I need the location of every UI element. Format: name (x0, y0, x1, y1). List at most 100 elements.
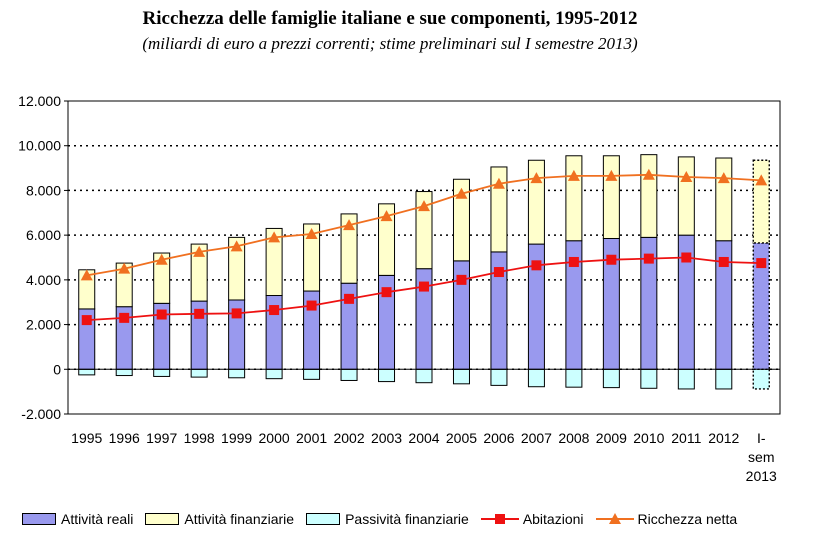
bar-financial-assets (340, 213, 358, 284)
bar-financial-assets (677, 156, 695, 236)
legend-label-liabilities: Passività finanziarie (345, 511, 469, 527)
x-tick-label: 2010 (633, 430, 664, 446)
y-tick-label: 12.000 (18, 93, 61, 109)
point-housing (456, 274, 467, 285)
bar-financial-assets (452, 178, 470, 262)
legend-item-liabilities: Passività finanziarie (306, 511, 469, 527)
bar-liabilities (303, 368, 321, 380)
bar-financial-assets (565, 155, 583, 242)
point-net-wealth (118, 262, 131, 274)
bar-liabilities (153, 368, 171, 377)
legend-item-real-assets: Attività reali (22, 511, 133, 527)
bar-financial-assets (715, 157, 733, 242)
legend-label-net-wealth: Ricchezza netta (637, 511, 738, 527)
legend-swatch-financial-assets (145, 513, 180, 525)
bar-financial-assets (303, 223, 321, 292)
point-housing (756, 258, 767, 269)
point-net-wealth (268, 231, 281, 243)
x-tick-label: 2000 (259, 430, 290, 446)
y-tick-label: 0 (53, 361, 61, 377)
bar-liabilities (378, 368, 396, 383)
legend-item-housing: Abitazioni (480, 511, 584, 527)
legend-key-net-wealth (595, 512, 634, 526)
point-net-wealth (455, 187, 468, 199)
point-housing (718, 256, 729, 267)
x-tick-label: 2012 (708, 430, 739, 446)
x-tick-label: 2005 (446, 430, 477, 446)
point-housing (344, 293, 355, 304)
x-tick-label: 2009 (596, 430, 627, 446)
x-tick-label: 2004 (408, 430, 439, 446)
bar-liabilities (602, 368, 620, 389)
point-net-wealth (680, 171, 693, 183)
point-housing (194, 308, 205, 319)
bar-financial-assets (265, 227, 283, 297)
legend-label-real-assets: Attività reali (61, 511, 134, 527)
point-housing (531, 260, 542, 271)
point-housing (231, 308, 242, 319)
bar-liabilities (452, 368, 470, 385)
point-housing (269, 305, 280, 316)
bar-liabilities (415, 368, 433, 384)
bar-liabilities (752, 368, 770, 390)
point-net-wealth (717, 172, 730, 184)
legend-swatch-liabilities (306, 513, 341, 525)
legend-item-net-wealth: Ricchezza netta (595, 511, 738, 527)
bar-financial-assets (228, 236, 246, 301)
point-net-wealth (343, 219, 356, 231)
bar-liabilities (640, 368, 658, 389)
x-tick-label: 2006 (483, 430, 514, 446)
point-housing (643, 253, 654, 264)
x-tick-label: 1998 (184, 430, 215, 446)
chart-subtitle: (miliardi di euro a prezzi correnti; sti… (142, 34, 638, 53)
point-housing (156, 309, 167, 320)
x-tick-label: 1997 (146, 430, 177, 446)
bar-liabilities (190, 368, 208, 378)
legend-key-housing (480, 512, 519, 526)
bar-liabilities (115, 368, 133, 377)
legend-label-financial-assets: Attività finanziarie (184, 511, 295, 527)
point-net-wealth (305, 228, 318, 240)
point-net-wealth (492, 177, 505, 189)
point-housing (306, 300, 317, 311)
y-tick-label: 8.000 (26, 182, 61, 198)
point-net-wealth (193, 245, 206, 257)
point-net-wealth (642, 168, 655, 180)
bar-liabilities (340, 368, 358, 381)
point-net-wealth (567, 169, 580, 181)
x-tick-label: 2007 (521, 430, 552, 446)
legend-item-financial-assets: Attività finanziarie (145, 511, 294, 527)
x-tick-label: 1995 (71, 430, 102, 446)
y-tick-label: -2.000 (21, 406, 61, 422)
x-tick-label: 2002 (333, 430, 364, 446)
x-tick-label: 2008 (558, 430, 589, 446)
point-housing (568, 256, 579, 267)
x-tick-label: sem (748, 449, 774, 465)
x-tick-label: 2013 (746, 468, 777, 484)
y-tick-label: 6.000 (26, 227, 61, 243)
bar-liabilities (715, 368, 733, 390)
point-housing (81, 315, 92, 326)
point-net-wealth (530, 172, 543, 184)
bar-liabilities (565, 368, 583, 388)
bar-liabilities (78, 368, 96, 376)
bar-financial-assets (752, 159, 770, 244)
bar-financial-assets (640, 154, 658, 238)
x-tick-label: 2011 (671, 430, 701, 446)
point-net-wealth (418, 200, 430, 212)
legend-label-housing: Abitazioni (522, 511, 584, 527)
bar-liabilities (527, 368, 545, 388)
bar-liabilities (490, 368, 508, 386)
y-tick-label: 2.000 (26, 317, 61, 333)
point-housing (419, 281, 429, 292)
x-tick-label: 1999 (221, 430, 252, 446)
chart-title: Ricchezza delle famiglie italiane e sue … (142, 8, 638, 29)
point-net-wealth (605, 169, 618, 181)
chart-legend: Attività reali Attività finanziarie Pass… (22, 508, 749, 530)
plot-area (67, 100, 781, 415)
point-net-wealth (155, 253, 168, 265)
bar-financial-assets (378, 203, 396, 276)
y-tick-label: 10.000 (18, 138, 61, 154)
point-net-wealth (80, 269, 93, 281)
x-tick-label: I- (757, 430, 766, 446)
